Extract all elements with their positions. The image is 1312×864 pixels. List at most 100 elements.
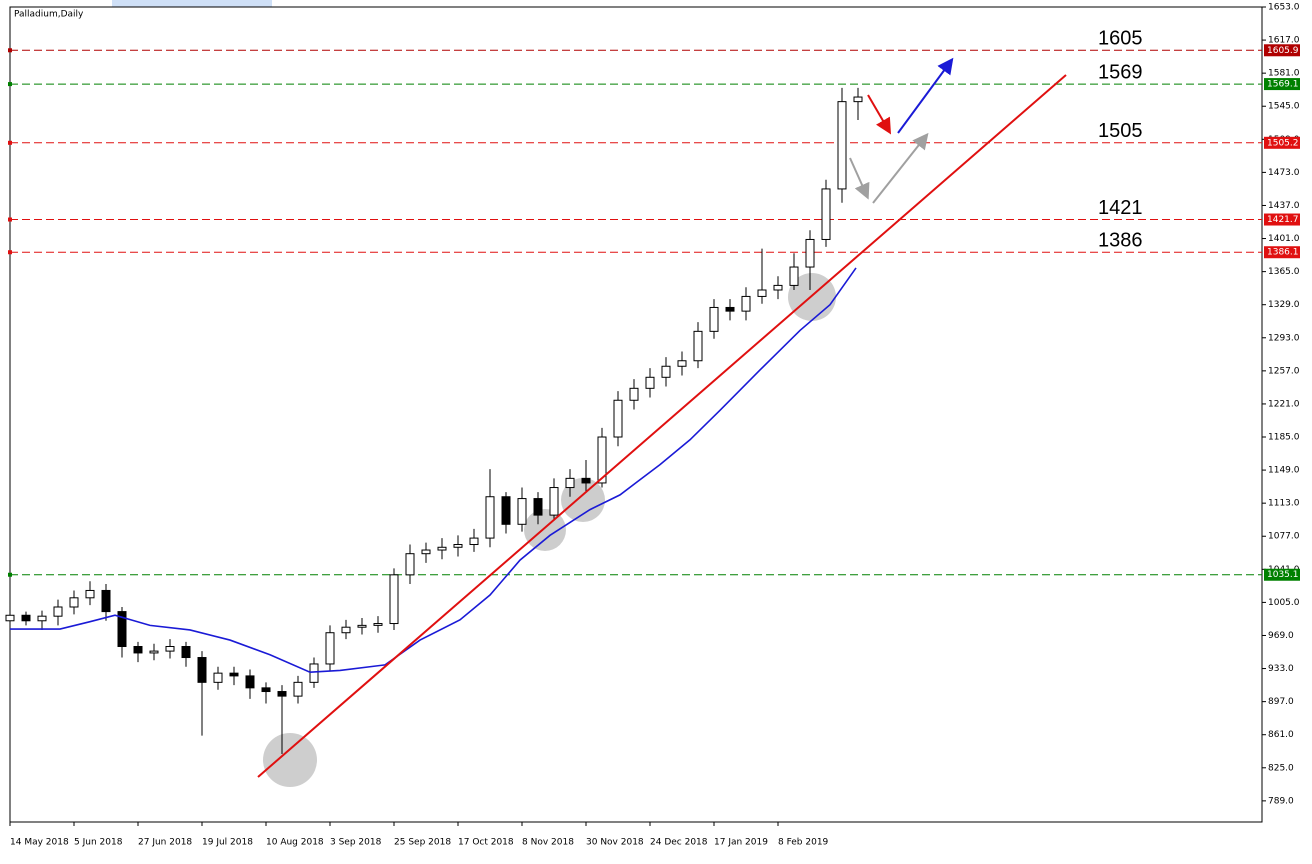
y-tick-label: 1185.0 bbox=[1268, 433, 1300, 443]
y-tick-label: 1149.0 bbox=[1268, 466, 1300, 476]
x-tick-label: 14 May 2018 bbox=[10, 838, 69, 848]
level-price-label: 1605.9 bbox=[1267, 46, 1299, 56]
candle-body bbox=[501, 496, 511, 525]
y-tick-label: 1473.0 bbox=[1268, 168, 1300, 178]
candle-body bbox=[437, 546, 447, 551]
level-price-label: 1505.2 bbox=[1267, 138, 1299, 148]
scenario-arrows bbox=[849, 57, 954, 204]
x-tick-label: 30 Nov 2018 bbox=[586, 838, 644, 848]
candle-body bbox=[597, 436, 607, 484]
arrow bbox=[867, 94, 892, 135]
selection-highlight bbox=[112, 0, 272, 7]
plot: 1605 1569 1505 1421 1386 bbox=[5, 28, 1262, 778]
level-price-box bbox=[1264, 136, 1300, 149]
candle-body bbox=[341, 626, 351, 634]
y-tick-label: 897.0 bbox=[1268, 697, 1294, 707]
x-tick-label: 5 Jun 2018 bbox=[74, 838, 123, 848]
y-tick-label: 1401.0 bbox=[1268, 234, 1300, 244]
candle-body bbox=[517, 498, 527, 525]
level-marker bbox=[8, 48, 12, 53]
candle-body bbox=[773, 284, 783, 291]
y-tick-label: 1005.0 bbox=[1268, 598, 1300, 608]
candle-body bbox=[613, 399, 623, 438]
candle-body bbox=[197, 657, 207, 683]
candle-body bbox=[5, 614, 15, 622]
y-tick-label: 1581.0 bbox=[1268, 69, 1300, 79]
candle-body bbox=[53, 606, 63, 617]
level-marker bbox=[8, 217, 12, 222]
candle-body bbox=[101, 589, 111, 613]
level-price-box bbox=[1264, 78, 1300, 91]
level-price-box bbox=[1264, 44, 1300, 57]
x-tick-label: 24 Dec 2018 bbox=[650, 838, 708, 848]
candle-body bbox=[181, 646, 191, 659]
candle-body bbox=[629, 387, 639, 401]
candle-body bbox=[581, 477, 591, 484]
x-tick-label: 19 Jul 2018 bbox=[202, 838, 253, 848]
y-tick-label: 1257.0 bbox=[1268, 366, 1300, 376]
level-price-box bbox=[1264, 246, 1300, 259]
level-marker bbox=[8, 140, 12, 145]
candle-body bbox=[725, 306, 735, 312]
candle-body bbox=[549, 487, 559, 516]
candle-body bbox=[85, 589, 95, 599]
x-tick-label: 10 Aug 2018 bbox=[266, 838, 324, 848]
level-marker bbox=[8, 250, 12, 255]
candle-body bbox=[213, 672, 223, 683]
candle-body bbox=[661, 365, 671, 378]
candle-body bbox=[741, 295, 751, 312]
candle-body bbox=[245, 675, 255, 689]
y-tick-label: 1653.0 bbox=[1268, 3, 1300, 13]
level-marker bbox=[8, 82, 12, 87]
y-tick-label: 1617.0 bbox=[1268, 36, 1300, 46]
candle-body bbox=[21, 614, 31, 622]
candle-body bbox=[37, 615, 47, 622]
x-tick-label: 25 Sep 2018 bbox=[394, 838, 451, 848]
level-price-box bbox=[1264, 568, 1300, 581]
y-tick-label: 1221.0 bbox=[1268, 399, 1300, 409]
level-price-label: 1421.7 bbox=[1267, 215, 1299, 225]
x-tick-label: 8 Feb 2019 bbox=[778, 838, 829, 848]
candle-body bbox=[805, 238, 815, 268]
x-tick-label: 27 Jun 2018 bbox=[138, 838, 192, 848]
candle-body bbox=[69, 597, 79, 608]
y-tick-label: 861.0 bbox=[1268, 730, 1294, 740]
y-tick-label: 1293.0 bbox=[1268, 333, 1300, 343]
arrow bbox=[849, 157, 870, 200]
candle-body bbox=[357, 624, 367, 628]
candle-body bbox=[837, 101, 847, 190]
y-tick-label: 1545.0 bbox=[1268, 102, 1300, 112]
y-tick-label: 969.0 bbox=[1268, 631, 1294, 641]
candle-body bbox=[325, 632, 335, 665]
candle-body bbox=[389, 574, 399, 625]
level-annotation: 1505 bbox=[1098, 120, 1143, 142]
y-tick-label: 789.0 bbox=[1268, 796, 1294, 806]
y-tick-label: 1077.0 bbox=[1268, 532, 1300, 542]
candle-body bbox=[261, 687, 271, 693]
level-price-label: 1035.1 bbox=[1267, 570, 1299, 580]
y-tick-label: 933.0 bbox=[1268, 664, 1294, 674]
candle-body bbox=[757, 289, 767, 297]
x-tick-label: 17 Oct 2018 bbox=[458, 838, 514, 848]
candle-body bbox=[485, 496, 495, 539]
candle-body bbox=[709, 306, 719, 332]
candle-body bbox=[229, 672, 239, 677]
candle-body bbox=[853, 96, 863, 103]
level-annotation: 1386 bbox=[1098, 230, 1143, 252]
candle-body bbox=[277, 691, 287, 697]
level-price-label: 1569.1 bbox=[1267, 80, 1299, 90]
level-price-box bbox=[1264, 213, 1300, 226]
x-tick-label: 8 Nov 2018 bbox=[522, 838, 574, 848]
candle-body bbox=[117, 611, 127, 648]
candle-body bbox=[565, 477, 575, 489]
level-price-label: 1386.1 bbox=[1267, 248, 1299, 258]
x-tick-label: 3 Sep 2018 bbox=[330, 838, 382, 848]
y-tick-label: 1437.0 bbox=[1268, 201, 1300, 211]
level-annotation: 1569 bbox=[1098, 61, 1143, 83]
plot-frame bbox=[9, 6, 1263, 823]
arrow bbox=[872, 132, 929, 204]
level-marker bbox=[8, 572, 12, 577]
trend-line bbox=[257, 74, 1067, 778]
candle-body bbox=[133, 646, 143, 654]
